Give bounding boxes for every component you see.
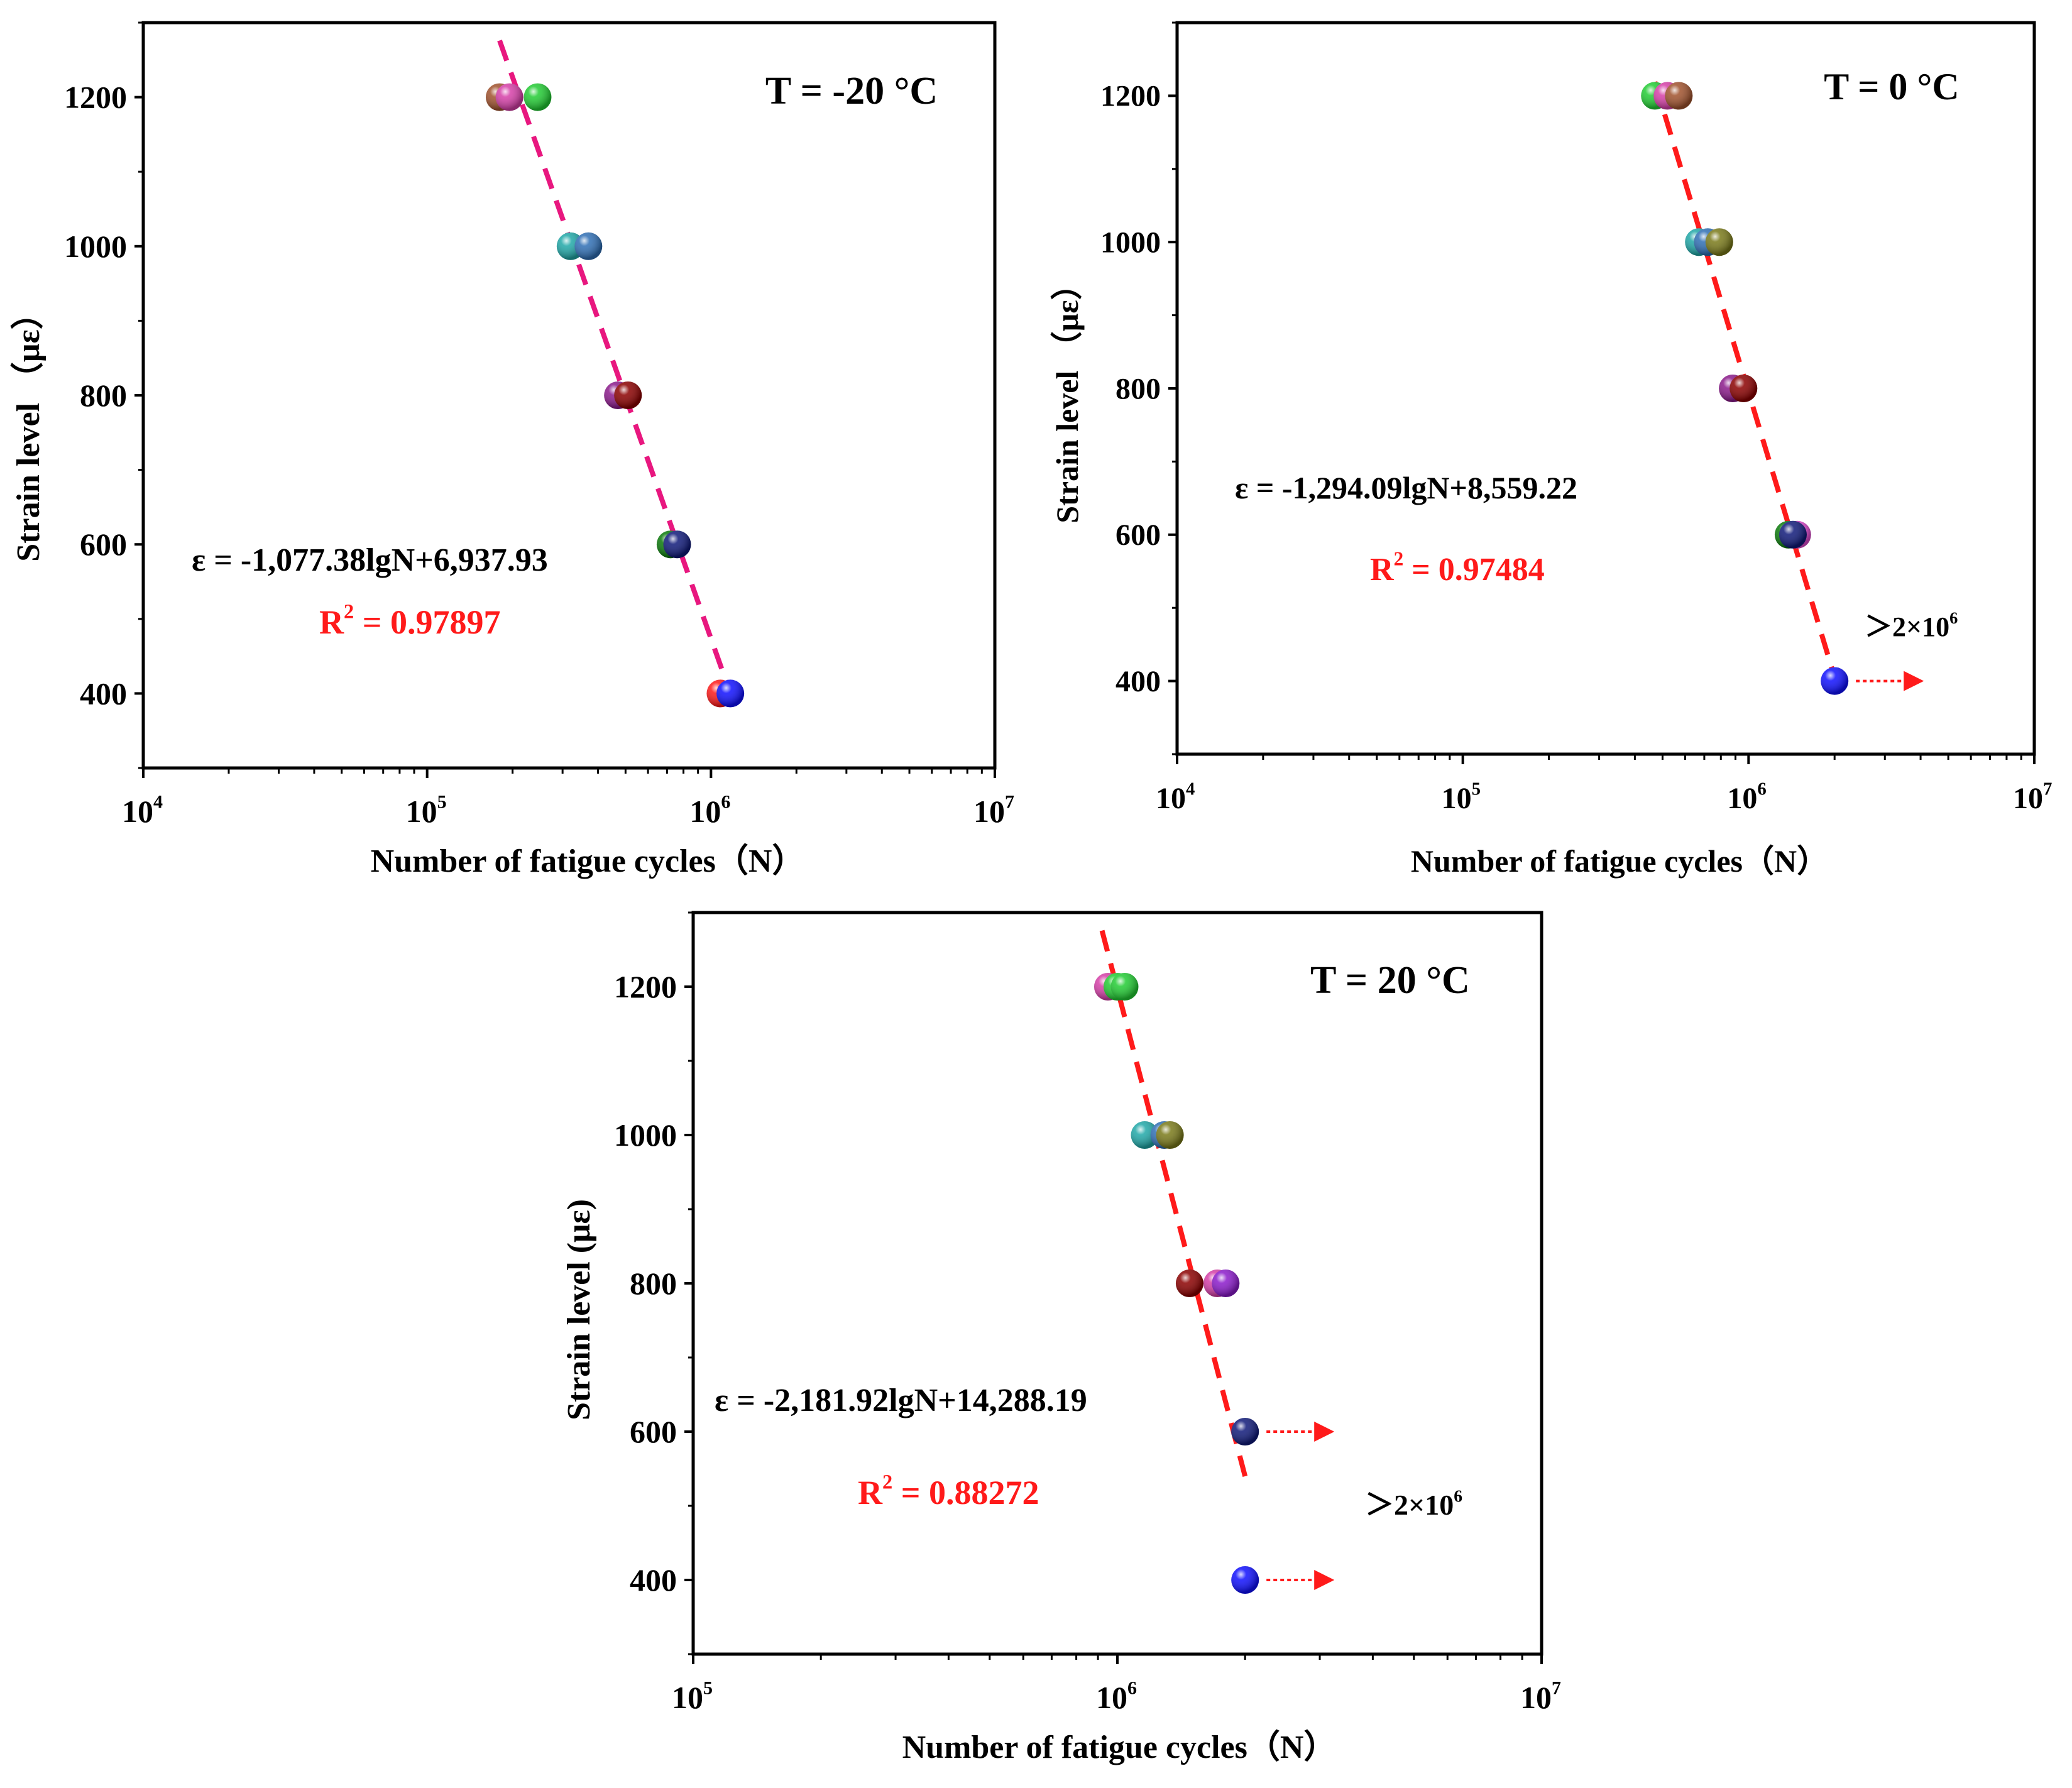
y-tick-label: 800 — [1115, 372, 1161, 405]
fit-equation: ε = -1,294.09lgN+8,559.22 — [1235, 470, 1577, 505]
plot-frame — [141, 21, 997, 770]
y-axis-label: Strain level （με） — [1050, 268, 1085, 523]
chart-panel-2: 400 600 800 1000 1200 104 105 106 107 Number of f… — [1050, 21, 2052, 879]
data-point-shine — [1131, 1121, 1159, 1149]
y-axis-label: Strain level (με) — [561, 1199, 597, 1420]
data-point-shine — [1705, 228, 1733, 256]
data-point-shine — [1212, 1270, 1240, 1297]
y-tick-label: 1200 — [64, 80, 127, 115]
x-tick-label: 105 — [1442, 779, 1481, 815]
y-tick-label: 400 — [1115, 665, 1161, 698]
x-tick-label: 104 — [1156, 779, 1195, 815]
x-tick-label: 106 — [1096, 1678, 1137, 1716]
data-point-shine — [1779, 520, 1807, 549]
y-tick-label: 1200 — [614, 969, 677, 1004]
data-point-shine — [495, 83, 523, 111]
data-point-shine — [1110, 973, 1139, 1001]
fit-line — [497, 40, 731, 688]
plot-frame — [691, 911, 1543, 1656]
r-squared-label: R2 = 0.97484 — [1370, 548, 1545, 588]
x-tick-label: 106 — [689, 792, 730, 830]
y-tick-label: 800 — [80, 378, 127, 413]
y-tick-label: 1000 — [64, 229, 127, 264]
y-tick-label: 1200 — [1100, 80, 1161, 113]
data-point-shine — [663, 530, 691, 559]
r-squared-label: R2 = 0.97897 — [319, 601, 500, 641]
runout-label: ＞2×106 — [1365, 1486, 1462, 1521]
y-tick-label: 600 — [1115, 518, 1161, 552]
data-point-shine — [1729, 375, 1758, 402]
runout-label: ＞2×106 — [1865, 608, 1958, 642]
y-tick-label: 600 — [80, 527, 127, 562]
data-point-shine — [1156, 1121, 1184, 1149]
y-tick-label: 1000 — [614, 1117, 677, 1153]
y-tick-label: 800 — [630, 1266, 677, 1301]
y-tick-label: 1000 — [1100, 226, 1161, 260]
x-axis-label: Number of fatigue cycles（N） — [1411, 843, 1828, 879]
fit-line — [1099, 930, 1248, 1477]
data-point-shine — [1175, 1270, 1203, 1297]
y-axis-label: Strain level （με） — [10, 297, 47, 561]
fit-equation: ε = -2,181.92lgN+14,288.19 — [715, 1383, 1087, 1418]
x-tick-label: 107 — [973, 792, 1014, 830]
plot-frame — [1175, 21, 2036, 756]
chart-panel-3: 400 600 800 1000 1200 105 106 107 Number of fati… — [561, 911, 1561, 1765]
y-tick-label: 600 — [630, 1414, 677, 1449]
data-point-shine — [1821, 667, 1849, 695]
x-axis-label: Number of fatigue cycles（N） — [902, 1729, 1337, 1765]
x-tick-label: 105 — [672, 1678, 713, 1716]
data-point-shine — [523, 83, 552, 111]
y-tick-label: 400 — [80, 676, 127, 711]
chart-title: T = 0 °C — [1824, 66, 1959, 107]
data-point-shine — [614, 381, 642, 409]
chart-panel-1: 400 600 800 1000 1200 104 105 106 107 Number of f… — [10, 21, 1014, 879]
x-axis-label: Number of fatigue cycles（N） — [371, 843, 805, 879]
data-point-shine — [574, 232, 603, 260]
data-point-shine — [1665, 82, 1693, 110]
chart-title: T = 20 °C — [1310, 959, 1470, 1002]
r-squared-label: R2 = 0.88272 — [858, 1471, 1039, 1511]
x-tick-label: 105 — [406, 792, 447, 830]
y-tick-label: 400 — [630, 1562, 677, 1598]
x-tick-label: 107 — [1520, 1678, 1561, 1716]
data-point-shine — [1231, 1566, 1259, 1594]
x-tick-label: 106 — [1727, 779, 1766, 815]
data-point-shine — [716, 679, 745, 708]
fit-equation: ε = -1,077.38lgN+6,937.93 — [192, 542, 548, 578]
data-point-shine — [1231, 1418, 1259, 1445]
x-tick-label: 104 — [122, 792, 163, 830]
chart-title: T = -20 °C — [765, 70, 938, 112]
x-tick-label: 107 — [2013, 779, 2052, 815]
